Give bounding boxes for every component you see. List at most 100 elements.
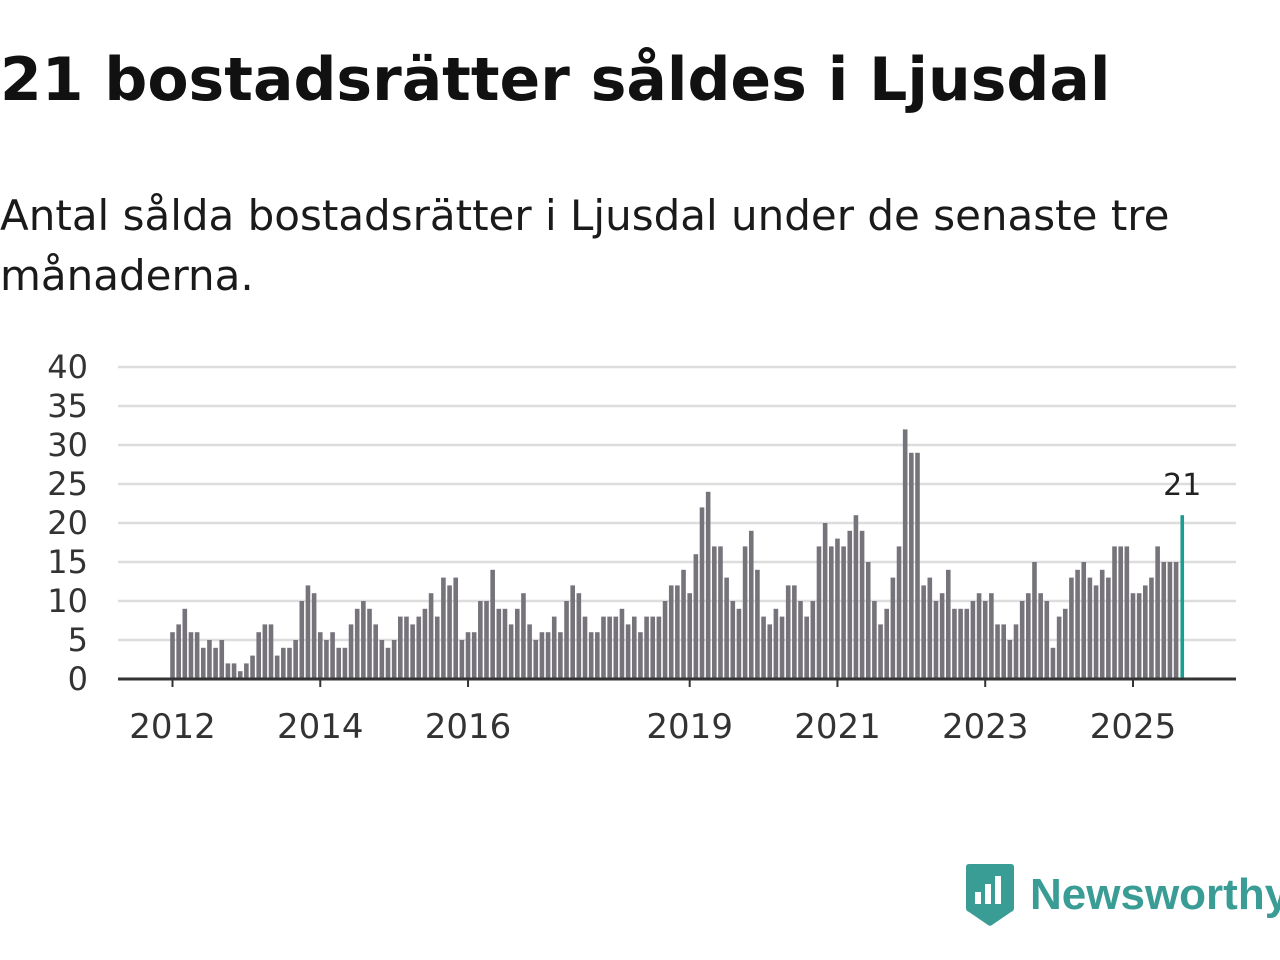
bar [964,608,970,679]
bar [1019,601,1025,679]
bar [1149,577,1154,679]
bar [631,616,637,679]
bar [976,593,982,679]
bar [896,546,902,679]
bar [761,616,766,679]
bar [564,601,569,679]
bar [773,608,779,679]
bar [742,546,748,679]
bar [705,491,711,679]
bar [496,608,502,679]
bar [410,624,415,679]
bar [970,601,976,679]
bar [200,647,206,679]
bar [521,593,526,679]
bar [385,647,391,679]
bar [1143,585,1148,679]
bar [619,608,625,679]
bar [398,616,403,679]
bar [927,577,933,679]
bar [188,632,194,679]
bar [668,585,674,679]
bar [231,663,237,679]
bar [1173,562,1179,679]
y-tick-label: 10 [47,582,88,620]
y-tick-label: 0 [68,660,88,698]
bar [588,632,594,679]
bar [508,624,514,679]
bar [902,429,908,679]
bar [878,624,883,679]
bar [748,530,754,679]
bar [1001,624,1006,679]
bar [718,546,723,679]
bar [816,546,822,679]
bar [810,601,816,679]
bar [250,655,255,679]
bar [219,640,225,679]
bar [182,608,188,679]
bar [829,546,834,679]
x-tick-label: 2016 [425,707,512,747]
bar [1062,608,1068,679]
value-labels: 21 [1163,468,1201,503]
bar [225,663,231,679]
bar [582,616,588,679]
chart-subtitle: Antal sålda bostadsrätter i Ljusdal unde… [0,191,1170,300]
bar [675,585,680,679]
bar [995,624,1000,679]
bar [1106,577,1111,679]
bar [287,647,292,679]
bar [330,632,335,679]
bar [551,616,557,679]
bar [348,624,354,679]
bar [681,569,686,679]
bar [484,601,489,679]
bar [730,601,736,679]
bar [1026,593,1031,679]
bar [601,616,606,679]
bar [207,640,212,679]
bar [607,616,612,679]
bar [558,632,563,679]
bar [835,538,840,679]
bar [527,624,532,679]
bar [244,663,249,679]
bar [545,632,551,679]
bar [268,624,274,679]
bar [570,585,575,679]
bar [865,562,871,679]
brand-logo: Newsworthy [964,862,1280,928]
bar [293,640,298,679]
bar-highlight [1180,515,1185,679]
bar [712,546,717,679]
bar [1081,562,1087,679]
bar [699,507,705,679]
bar [989,593,994,679]
x-tick-label: 2025 [1090,707,1177,747]
bar [785,585,791,679]
bar [952,608,957,679]
bar [1167,562,1173,679]
bar [779,616,785,679]
bar [1130,593,1136,679]
bar [514,608,520,679]
x-tick-label: 2023 [942,707,1029,747]
bar [804,616,809,679]
bar [736,608,742,679]
bar [884,608,890,679]
bar [767,624,773,679]
bar [373,624,378,679]
bar [1032,562,1037,679]
bar [194,632,200,679]
bar [465,632,471,679]
bar [872,601,877,679]
x-tick-label: 2012 [129,707,216,747]
bar [305,585,311,679]
bar [939,593,945,679]
bar [650,616,656,679]
bar [170,632,175,679]
bar [533,640,539,679]
